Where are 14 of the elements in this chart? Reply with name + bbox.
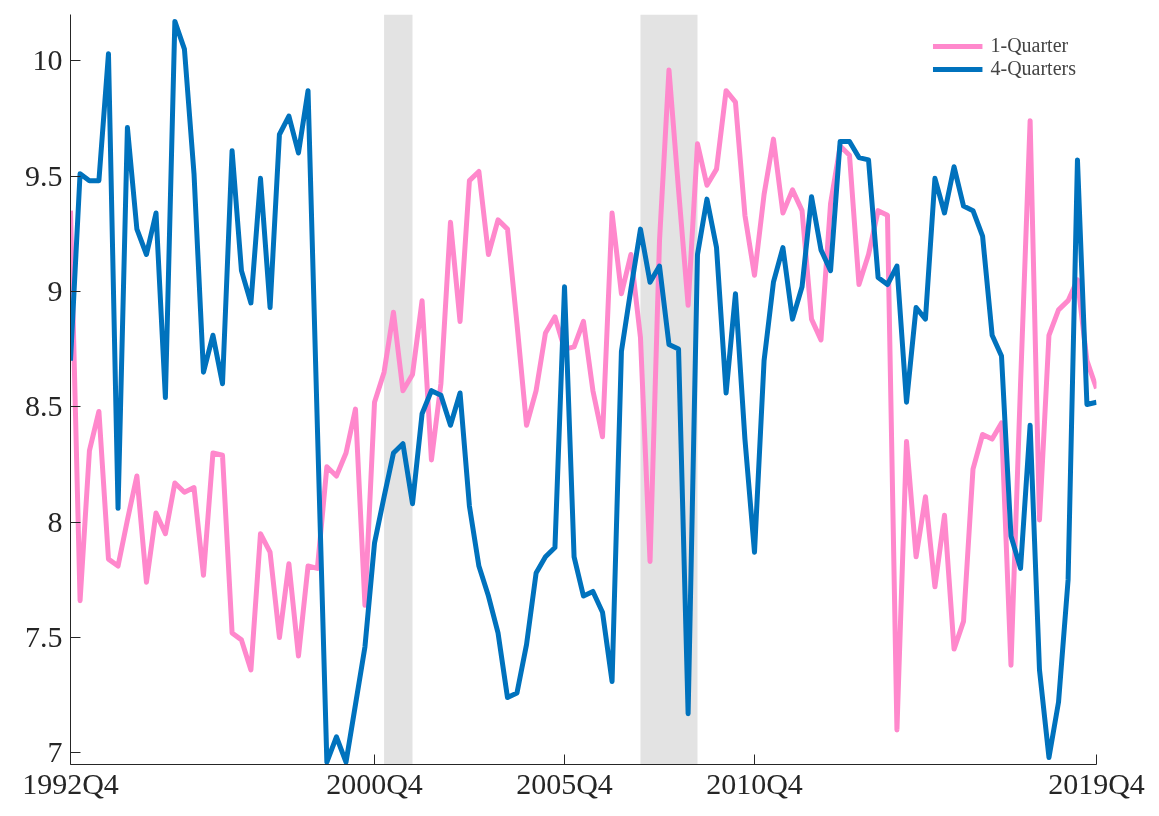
- legend-label: 4-Quarters: [990, 57, 1076, 80]
- x-tick-label: 2010Q4: [706, 766, 803, 800]
- y-tick-label: 7.5: [25, 620, 63, 654]
- x-tick-label: 1992Q4: [22, 766, 119, 800]
- legend-label: 1-Quarter: [990, 34, 1069, 57]
- y-tick-label: 9: [47, 273, 63, 307]
- x-tick-label: 2005Q4: [516, 766, 613, 800]
- x-tick-label: 2019Q4: [1048, 766, 1145, 800]
- y-tick-label: 7: [47, 735, 63, 769]
- y-tick-label: 8: [47, 504, 63, 538]
- y-tick-label: 9.5: [25, 158, 63, 192]
- y-tick-label: 8.5: [25, 389, 63, 423]
- y-tick-label: 10: [32, 43, 63, 77]
- x-tick-label: 2000Q4: [326, 766, 423, 800]
